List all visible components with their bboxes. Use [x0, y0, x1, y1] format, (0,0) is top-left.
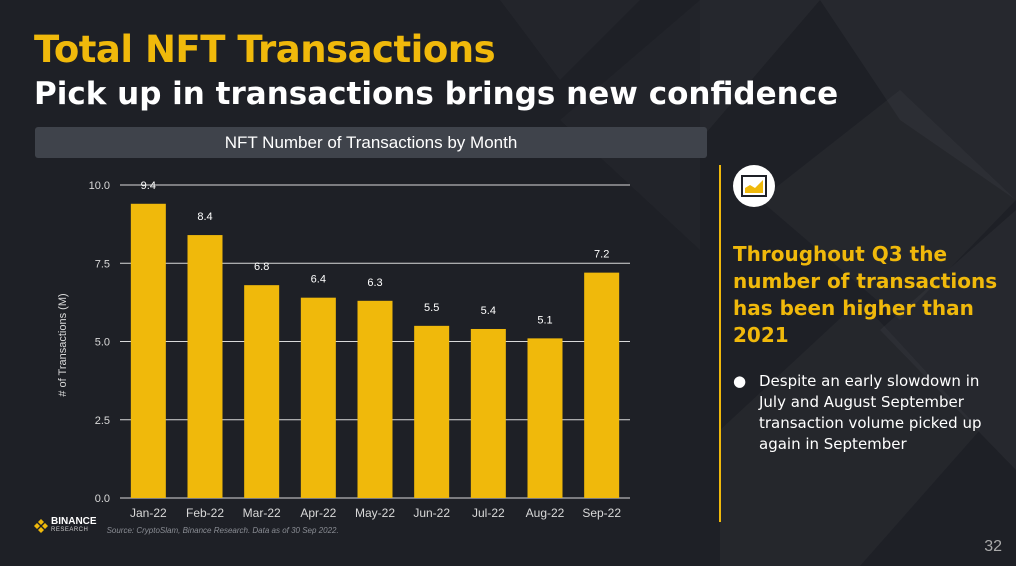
binance-diamond-icon — [34, 519, 48, 533]
bar — [300, 297, 336, 498]
key-takeaway: Throughout Q3 the number of transactions… — [733, 242, 998, 347]
page-number: 32 — [984, 538, 1002, 555]
bar-chart-icon — [733, 165, 775, 207]
data-label: 7.2 — [594, 249, 609, 261]
bar — [244, 285, 280, 498]
footer: BINANCE RESEARCH Source: CryptoSlam, Bin… — [34, 517, 339, 535]
slide-title: Total NFT Transactions — [34, 28, 496, 71]
y-tick-label: 10.0 — [89, 180, 110, 192]
x-tick-label: Sep-22 — [582, 506, 621, 520]
y-axis-label: # of Transactions (M) — [57, 293, 69, 396]
source-note: Source: CryptoSlam, Binance Research. Da… — [106, 525, 339, 535]
bar — [357, 300, 393, 498]
bar-chart: 0.0 2.5 5.0 7.5 10.0 9.4 Jan-22 8.4 Feb-22 6.8 Mar… — [57, 180, 630, 520]
y-tick-label: 2.5 — [95, 415, 110, 427]
data-label: 6.4 — [311, 274, 326, 286]
x-tick-label: Jul-22 — [472, 506, 505, 520]
x-tick-label: Mar-22 — [243, 506, 281, 520]
bullet-text: Despite an early slowdown in July and Au… — [759, 372, 982, 453]
x-tick-label: Feb-22 — [186, 506, 224, 520]
bullet-point: ● Despite an early slowdown in July and … — [733, 371, 1003, 455]
bar — [584, 272, 620, 498]
bar — [414, 325, 450, 498]
bar — [187, 235, 223, 498]
x-tick-label: Jan-22 — [130, 506, 167, 520]
bar — [527, 338, 563, 498]
x-tick-label: Jun-22 — [413, 506, 450, 520]
bar — [470, 328, 506, 498]
data-label: 5.4 — [481, 305, 496, 317]
data-label: 9.4 — [141, 180, 156, 192]
y-tick-label: 0.0 — [95, 493, 110, 505]
y-tick-label: 7.5 — [95, 258, 110, 270]
data-label: 8.4 — [197, 211, 212, 223]
data-label: 5.1 — [537, 314, 552, 326]
data-label: 6.3 — [367, 277, 382, 289]
x-tick-label: Aug-22 — [526, 506, 565, 520]
bar — [130, 203, 166, 498]
x-tick-label: Apr-22 — [300, 506, 336, 520]
data-label: 6.8 — [254, 261, 269, 273]
bullet-marker: ● — [733, 372, 747, 390]
logo-subtitle: RESEARCH — [51, 527, 89, 533]
binance-research-logo: BINANCE RESEARCH — [34, 517, 97, 535]
y-tick-label: 5.0 — [95, 337, 110, 349]
data-label: 5.5 — [424, 302, 439, 314]
divider — [719, 165, 721, 522]
slide-subtitle: Pick up in transactions brings new confi… — [34, 76, 839, 112]
x-tick-label: May-22 — [355, 506, 395, 520]
chart-title: NFT Number of Transactions by Month — [35, 127, 707, 158]
logo-name: BINANCE — [51, 516, 97, 527]
